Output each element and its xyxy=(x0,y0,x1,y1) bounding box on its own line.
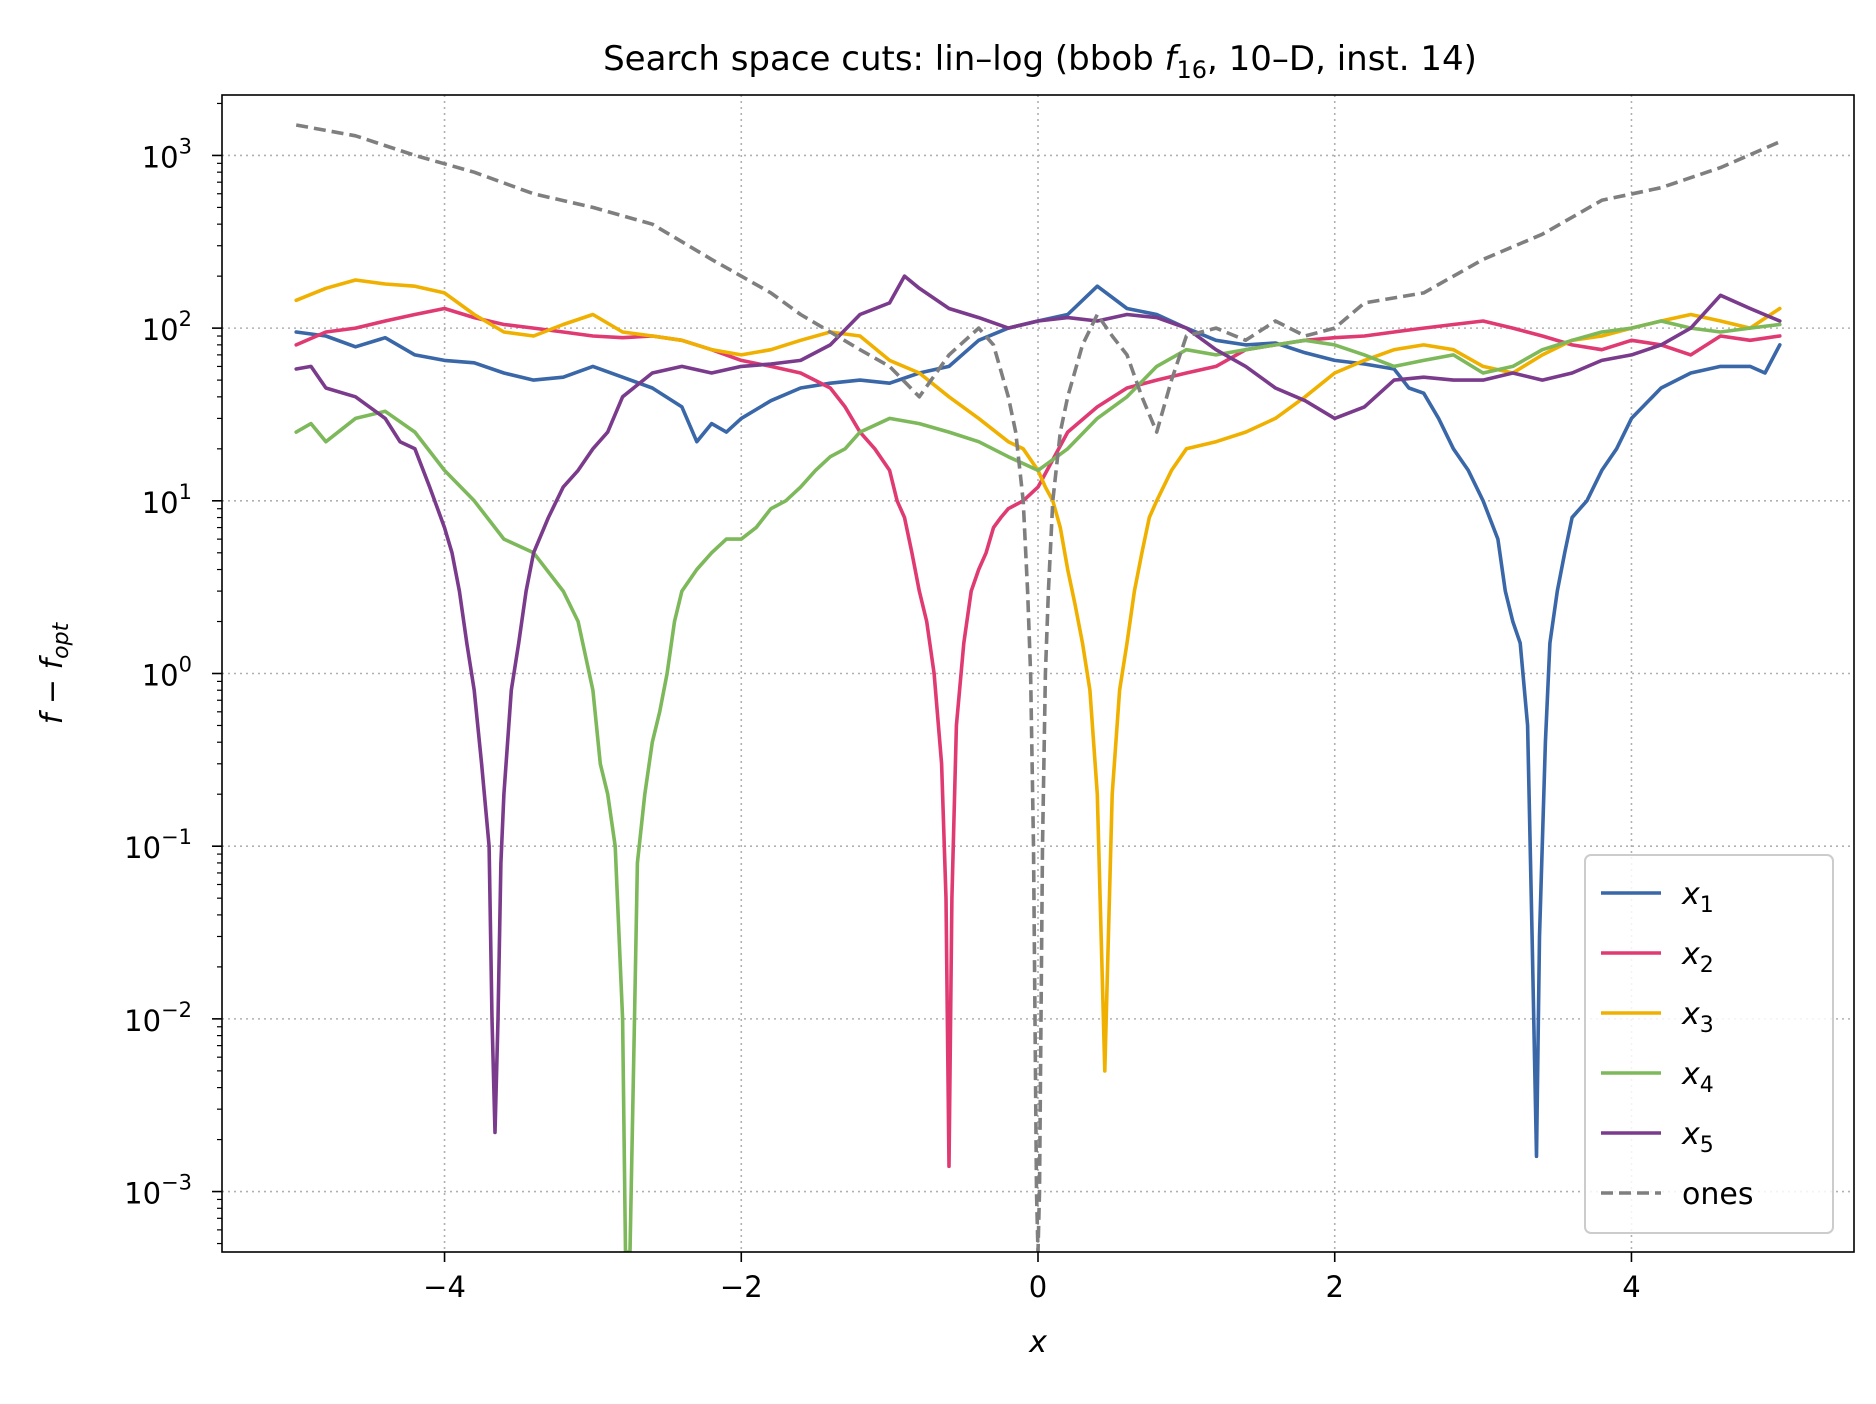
x-axis-label: x xyxy=(1028,1325,1047,1360)
y-tick-label: 10−3 xyxy=(124,1171,192,1211)
series-layer xyxy=(294,123,1782,1252)
legend-label: ones xyxy=(1682,1177,1753,1212)
series-line-x3 xyxy=(294,278,1782,1073)
legend-label: x3 xyxy=(1681,997,1714,1038)
series-group xyxy=(294,123,1782,1252)
y-tick-label: 102 xyxy=(142,307,192,347)
legend-box xyxy=(1584,854,1834,1234)
chart-title: Search space cuts: lin–log (bbob f16, 10… xyxy=(603,39,1477,84)
series-line-x5 xyxy=(294,274,1782,1135)
legend-label: x5 xyxy=(1681,1117,1714,1158)
x-tick-label: 2 xyxy=(1326,1270,1344,1304)
chart-title-func-sub: 16 xyxy=(1177,56,1208,84)
series-line-x1 xyxy=(294,284,1782,1159)
series-line-ones xyxy=(295,123,1781,1252)
y-tick-label: 101 xyxy=(142,480,192,520)
legend-label: x1 xyxy=(1681,877,1714,918)
y-tick-label: 100 xyxy=(142,653,192,693)
legend-label: x4 xyxy=(1681,1057,1714,1098)
grid xyxy=(222,95,1854,1252)
x-tick-label: −2 xyxy=(720,1270,763,1304)
legend: x1 x2 x3 x4 x5 ones xyxy=(1584,854,1834,1234)
y-axis-label-main: f − f xyxy=(35,654,70,724)
y-axis-label-sub: opt xyxy=(49,621,74,658)
chart-title-suffix: , 10–D, inst. 14) xyxy=(1207,39,1477,79)
series-line-x2 xyxy=(294,306,1782,1169)
chart-title-prefix: Search space cuts: lin–log (bbob xyxy=(603,39,1164,79)
y-tick-label: 10−1 xyxy=(124,825,192,865)
y-tick-label: 10−2 xyxy=(124,998,192,1038)
y-tick-label: 103 xyxy=(142,134,192,174)
y-axis-label: f − fopt xyxy=(35,621,74,724)
x-tick-label: −4 xyxy=(423,1270,466,1304)
ticks: −4 −2 0 2 4 10−3 10−2 10−1 100 101 102 103 xyxy=(124,102,1641,1304)
series-line-x4 xyxy=(294,319,1782,1252)
legend-label: x2 xyxy=(1681,937,1714,978)
x-tick-label: 0 xyxy=(1029,1270,1047,1304)
x-tick-label: 4 xyxy=(1622,1270,1640,1304)
